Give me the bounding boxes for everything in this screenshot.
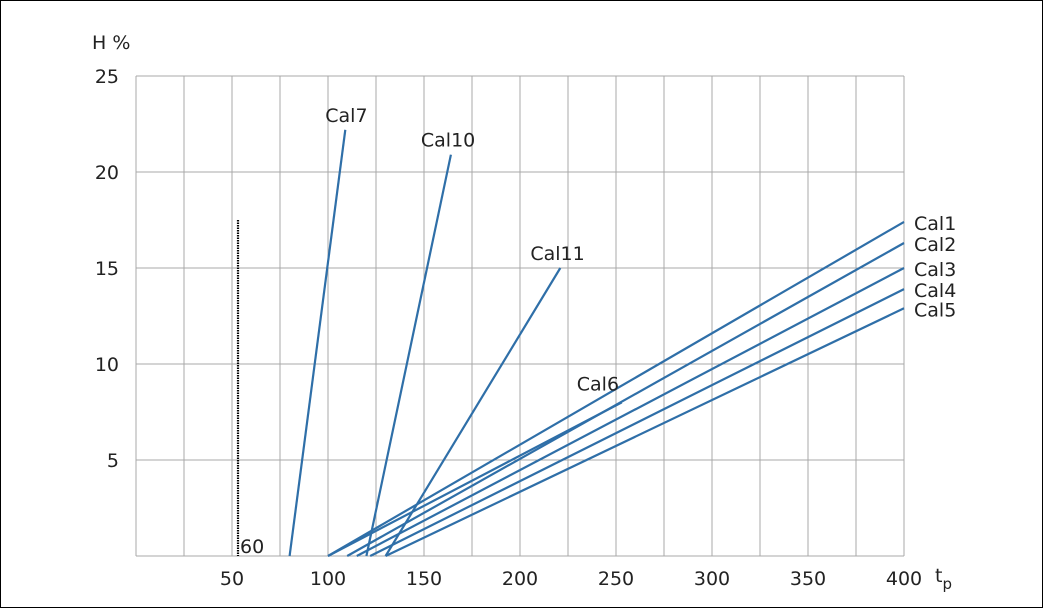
x-tick-label: 100 <box>310 568 346 590</box>
x-tick-label: 400 <box>886 568 922 590</box>
x-axis-label-main: t <box>935 565 942 587</box>
x-tick-label: 50 <box>220 568 244 590</box>
y-axis-label: H % <box>92 32 130 54</box>
series-label-cal10: Cal10 <box>421 130 475 152</box>
series-lines <box>288 129 905 557</box>
y-tick-label: 10 <box>95 354 119 376</box>
series-line-cal7 <box>288 129 347 557</box>
series-label-cal11: Cal11 <box>530 243 584 265</box>
y-tick-label: 15 <box>95 258 119 280</box>
x-tick-label: 150 <box>406 568 442 590</box>
series-line-cal5 <box>385 307 905 557</box>
series-label-cal4: Cal4 <box>914 280 956 302</box>
x-tick-label: 300 <box>694 568 730 590</box>
series-line-cal3 <box>356 267 905 557</box>
x-axis-label-sub: p <box>942 575 952 593</box>
x-tick-label: 350 <box>790 568 826 590</box>
series-line-cal10 <box>365 154 452 557</box>
reference-line-group: 60 <box>236 220 264 558</box>
series-label-cal7: Cal7 <box>325 105 367 127</box>
series-line-cal2 <box>346 242 905 557</box>
y-tick-label: 25 <box>95 66 119 88</box>
series-label-cal5: Cal5 <box>914 299 956 321</box>
series-label-cal6: Cal6 <box>577 373 619 395</box>
x-tick-label: 200 <box>502 568 538 590</box>
grid <box>135 75 905 557</box>
series-line-cal1 <box>327 220 905 557</box>
tick-labels: 50 100 150 200 250 300 350 400 5 10 15 20 25 <box>95 66 922 590</box>
series-line-cal11 <box>384 267 562 557</box>
series-label-cal2: Cal2 <box>914 234 956 256</box>
x-tick-label: 250 <box>598 568 634 590</box>
x-axis-label: tp <box>935 565 952 593</box>
series-label-cal3: Cal3 <box>914 259 956 281</box>
reference-line-label: 60 <box>240 536 264 558</box>
series-line-cal4 <box>369 288 905 557</box>
y-tick-label: 20 <box>95 162 119 184</box>
series-label-cal1: Cal1 <box>914 213 956 235</box>
y-tick-label: 5 <box>107 450 119 472</box>
